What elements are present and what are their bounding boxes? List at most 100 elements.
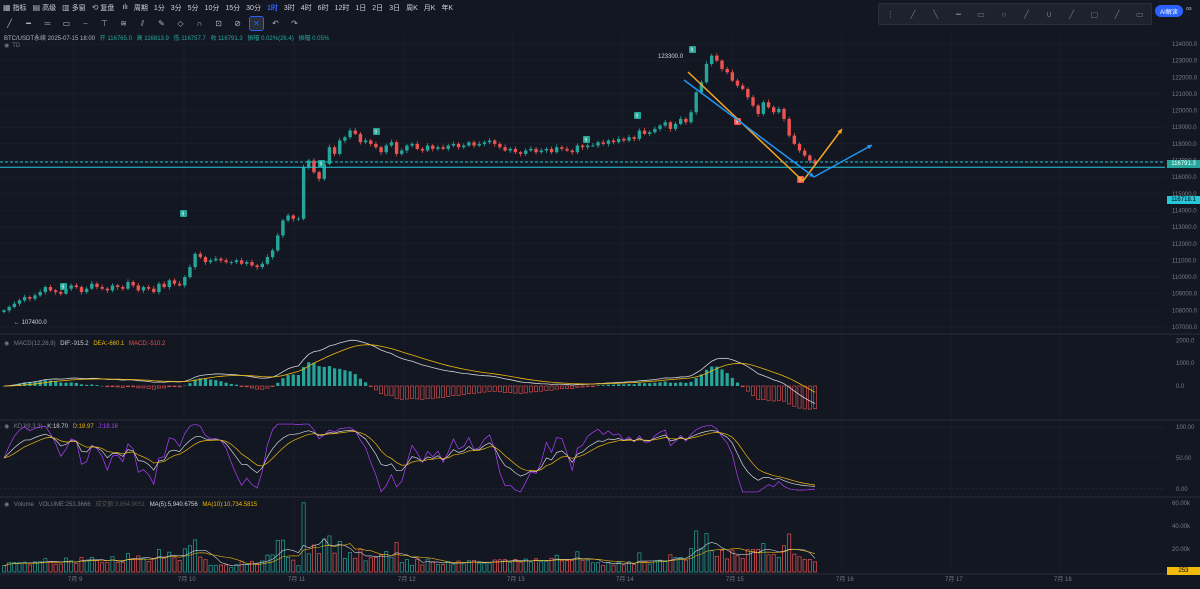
volume-bar: [89, 556, 94, 573]
macd-bar: [751, 385, 755, 396]
interval-1分[interactable]: 1分: [153, 4, 165, 12]
candle-body: [69, 285, 73, 289]
text-tool-icon[interactable]: ⊤: [101, 19, 108, 28]
interval-周K[interactable]: 周K: [406, 4, 418, 12]
fib-tool-icon[interactable]: ≋: [120, 19, 127, 28]
eye-icon[interactable]: ◉: [4, 341, 10, 347]
interval-4时[interactable]: 4时: [300, 4, 312, 12]
rect-tool-icon[interactable]: ▭: [62, 19, 71, 28]
magnet-tool-icon[interactable]: ∩: [196, 19, 203, 28]
draw-tool-2-icon[interactable]: ╲: [933, 9, 939, 19]
poly-tool-icon[interactable]: ◇: [177, 19, 184, 28]
dif-line: [3, 339, 816, 404]
volume-bar: [694, 530, 699, 573]
volume-bar: [389, 556, 394, 573]
floating-draw-bar: ⋮ ╱ ╲ ━ ▭ ○ ╱ ∪ ╱ ▢ ╱ ▭: [878, 3, 1152, 25]
pen-tool-icon[interactable]: ╱: [7, 19, 12, 28]
hline-tool-icon[interactable]: ═: [44, 19, 51, 28]
toolbar-item-1[interactable]: ▤ 高级: [30, 0, 60, 15]
volume-bar: [621, 564, 626, 573]
volume-bar: [275, 539, 280, 573]
draw-tool-0-icon[interactable]: ⋮: [886, 9, 895, 19]
share-icon[interactable]: ∞: [1186, 4, 1192, 13]
volume-bar: [265, 554, 270, 573]
macd-bar: [590, 385, 595, 387]
brush-tool-icon[interactable]: ✎: [158, 19, 165, 28]
macd-bar: [229, 383, 233, 386]
interval-2日[interactable]: 2日: [372, 4, 384, 12]
macd-tick: 0.0: [1176, 384, 1185, 390]
toolbar-item-2[interactable]: ▥ 多窗: [59, 0, 89, 15]
macd-bar: [281, 378, 285, 386]
toolbar-item-5[interactable]: 周期: [131, 0, 151, 15]
y-tick-label: 107000.0: [1172, 325, 1198, 331]
volume-bar: [95, 559, 99, 573]
toolbar-item-3[interactable]: ⟲ 复盘: [89, 0, 118, 15]
candle-body: [245, 262, 249, 264]
volume-bar: [802, 559, 807, 573]
draw-tool-6-icon[interactable]: ╱: [1023, 9, 1029, 19]
interval-3分[interactable]: 3分: [170, 4, 182, 12]
interval-月K[interactable]: 月K: [423, 4, 436, 12]
d-line: [3, 431, 816, 486]
interval-6时[interactable]: 6时: [317, 4, 329, 12]
td-marker: [634, 112, 641, 119]
ai-assist-button[interactable]: AI解读: [1155, 5, 1183, 17]
draw-tool-7-icon[interactable]: ∪: [1046, 9, 1052, 19]
draw-tool-11-icon[interactable]: ▭: [1135, 9, 1144, 19]
interval-3时[interactable]: 3时: [283, 4, 295, 12]
x-tick-label: 7月 17: [945, 576, 963, 583]
volume-bar: [48, 561, 53, 573]
macd-bar: [286, 375, 290, 386]
macd-bar: [162, 385, 167, 389]
volume-bar: [652, 560, 657, 573]
macd-bar: [653, 382, 657, 386]
candle-body: [307, 160, 311, 168]
trash-tool-icon[interactable]: ✕: [249, 16, 264, 31]
draw-tool-8-icon[interactable]: ╱: [1069, 9, 1075, 19]
draw-tool-4-icon[interactable]: ▭: [977, 9, 985, 19]
volume-bar: [368, 557, 373, 573]
candle-body: [436, 147, 440, 149]
candle-body: [730, 72, 735, 81]
interval-12时[interactable]: 12时: [334, 4, 350, 12]
interval-5分[interactable]: 5分: [187, 4, 199, 12]
interval-1时[interactable]: 1时: [266, 4, 278, 12]
toolbar-item-4[interactable]: ılı: [117, 0, 130, 15]
candle-body: [813, 160, 817, 165]
interval-30分[interactable]: 30分: [246, 4, 261, 12]
macd-bar: [203, 378, 208, 386]
redo-tool-icon[interactable]: ↷: [291, 19, 298, 28]
volume-bar: [219, 564, 223, 573]
draw-tool-3-icon[interactable]: ━: [955, 9, 961, 19]
lock-tool-icon[interactable]: ⊡: [215, 19, 222, 28]
td-marker-label: 9: [320, 162, 323, 168]
candle-body: [451, 143, 456, 146]
draw-tool-1-icon[interactable]: ╱: [910, 9, 916, 19]
candle-body: [188, 267, 192, 278]
volume-bar: [647, 563, 652, 573]
candle-body: [126, 282, 130, 289]
volume-bar: [590, 562, 595, 573]
interval-15分[interactable]: 15分: [225, 4, 241, 12]
interval-1日[interactable]: 1日: [355, 4, 367, 12]
interval-3日[interactable]: 3日: [389, 4, 401, 12]
blue-up-arrow-head: [867, 145, 872, 150]
candle-body: [214, 258, 218, 261]
hide-tool-icon[interactable]: ⊘: [234, 19, 241, 28]
eye-icon[interactable]: ◉: [4, 424, 10, 430]
candle-body: [363, 140, 368, 143]
toolbar-item-0[interactable]: ▦ 指标: [0, 0, 30, 15]
line-tool-icon[interactable]: ━: [26, 19, 31, 28]
draw-tool-5-icon[interactable]: ○: [1001, 9, 1007, 19]
channel-tool-icon[interactable]: ⫽: [140, 18, 145, 28]
eye-icon[interactable]: ◉: [4, 502, 10, 508]
interval-年K[interactable]: 年K: [441, 4, 454, 12]
interval-10分[interactable]: 10分: [204, 4, 220, 12]
eye-icon[interactable]: ◉: [4, 43, 10, 49]
draw-tool-9-icon[interactable]: ▢: [1090, 9, 1099, 19]
ruler-tool-icon[interactable]: ⎯: [83, 18, 88, 28]
undo-tool-icon[interactable]: ↶: [272, 19, 279, 28]
low-label: ← 107400.0: [14, 320, 47, 326]
draw-tool-10-icon[interactable]: ╱: [1114, 9, 1120, 19]
